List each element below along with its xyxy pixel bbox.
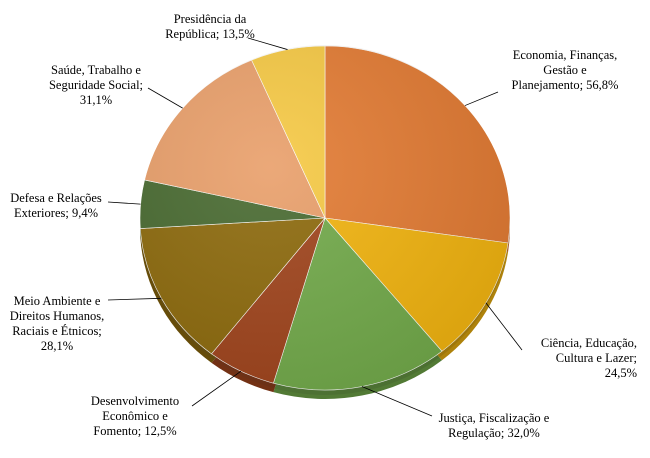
leader-lines: [107, 37, 523, 417]
slice-label-presidencia: Presidência da República; 13,5%: [165, 12, 255, 41]
slice-label-justica: Justiça, Fiscalização e Regulação; 32,0%: [438, 411, 550, 440]
slice-economia: [324, 45, 511, 244]
leader-line-defesa-e-relacoes: [107, 201, 141, 205]
leader-line-saude: [147, 87, 183, 109]
leader-line-meio-ambiente-e: [107, 297, 162, 301]
slice-label-saude: Saúde, Trabalho e Seguridade Social; 31,…: [48, 63, 144, 107]
slice-label-defesa: Defesa e Relações Exteriores; 9,4%: [10, 191, 102, 220]
slice-label-meio-ambiente: Meio Ambiente e Direitos Humanos, Raciai…: [9, 294, 105, 353]
leader-line-economia: [464, 91, 499, 106]
slice-label-ciencia: Ciência, Educação, Cultura e Lazer; 24,5…: [540, 336, 637, 380]
leader-line-justica: [361, 386, 433, 417]
pie-slices: [139, 45, 511, 391]
slice-label-economia: Economia, Finanças, Gestão e Planejament…: [511, 48, 619, 92]
leader-line-desenvolvimento: [191, 370, 242, 407]
leader-line-presidencia-da: [247, 37, 288, 50]
slice-label-desenvolvimento: Desenvolvimento Econômico e Fomento; 12,…: [90, 394, 180, 438]
leader-line-ciencia: [485, 302, 523, 351]
